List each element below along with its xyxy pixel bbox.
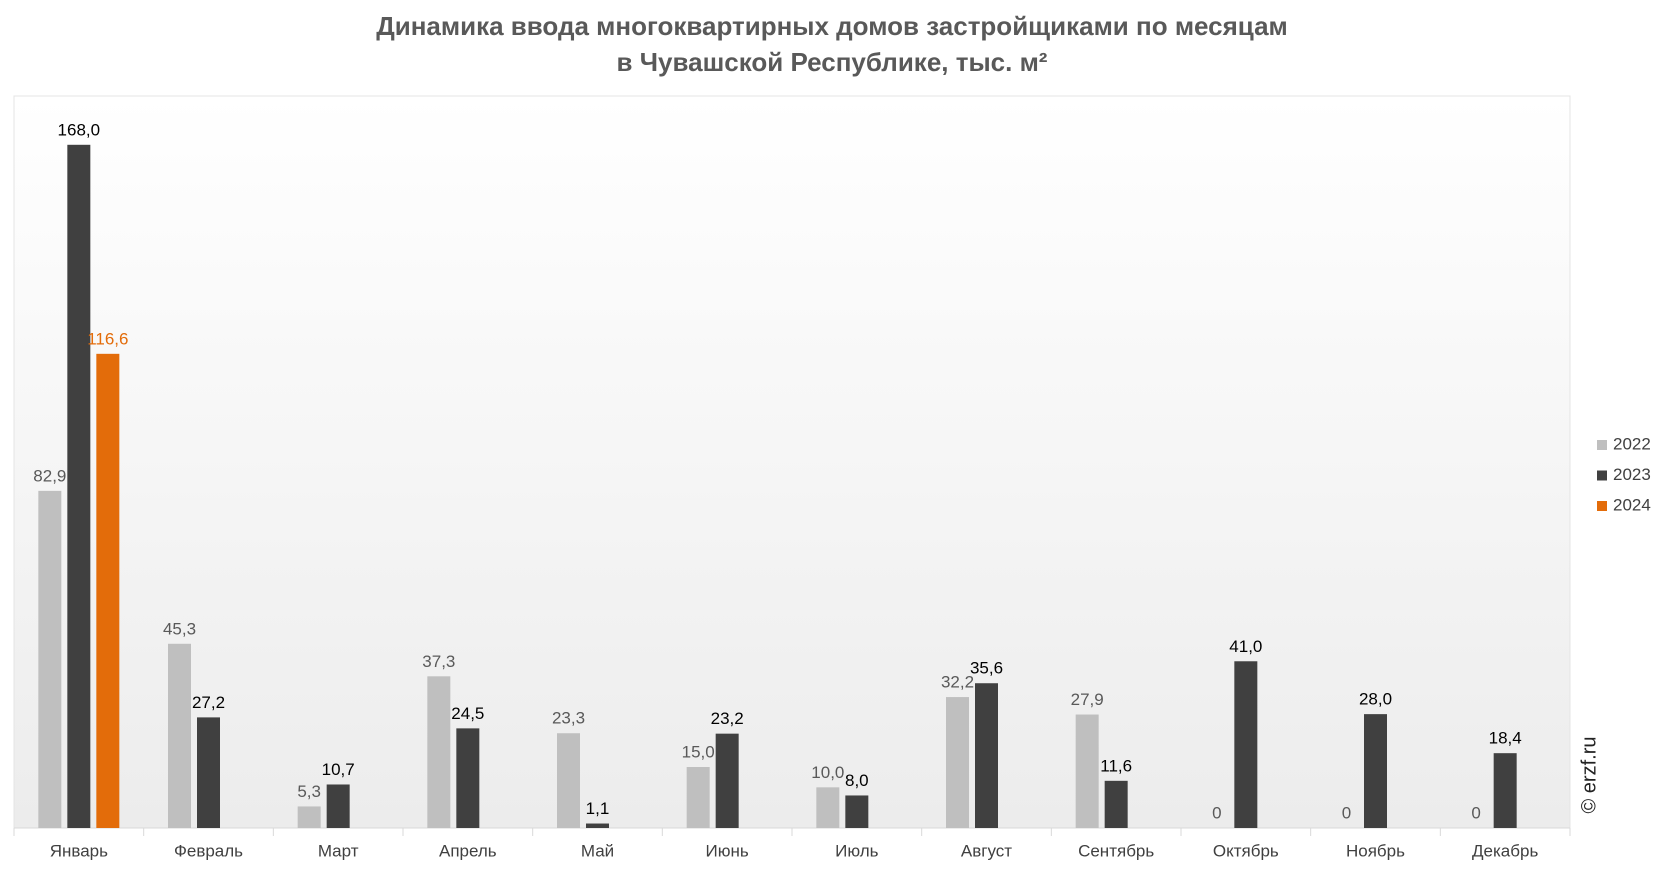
value-label: 0 [1212,803,1221,822]
bar [686,767,710,828]
x-tick-label: Ноябрь [1346,841,1405,860]
value-label: 10,0 [811,763,844,782]
x-tick-label: Июль [835,841,879,860]
x-tick-label: Май [581,841,614,860]
value-label: 41,0 [1229,637,1262,656]
value-label: 8,0 [845,771,869,790]
x-tick-label: Август [961,841,1012,860]
bar [96,353,120,828]
x-tick-label: Апрель [439,841,497,860]
bar [297,806,321,828]
bar [168,643,191,828]
value-label: 11,6 [1100,756,1132,775]
legend-label: 2022 [1613,434,1651,453]
value-label: 27,9 [1071,690,1104,709]
value-label: 24,5 [451,704,484,723]
bar [816,787,840,828]
bar [975,683,998,828]
bar [557,733,580,828]
bar [845,795,869,828]
x-tick-label: Октябрь [1213,841,1279,860]
value-label: 82,9 [33,466,66,485]
x-tick-label: Январь [50,841,108,860]
value-label: 35,6 [970,659,1003,678]
bar [456,728,480,828]
x-tick-label: Июнь [706,841,749,860]
value-label: 15,0 [682,742,715,761]
legend-swatch [1597,501,1607,511]
value-label: 28,0 [1359,690,1392,709]
value-label: 32,2 [941,673,974,692]
chart-subtitle: в Чувашской Республике, тыс. м² [617,47,1048,77]
value-label: 23,3 [552,709,585,728]
chart-title: Динамика ввода многоквартирных домов зас… [376,11,1288,41]
x-tick-label: Декабрь [1472,841,1538,860]
x-tick-label: Февраль [174,841,243,860]
legend-label: 2024 [1613,495,1651,514]
bar [1075,714,1099,828]
bar [326,784,350,828]
value-label: 10,7 [322,760,355,779]
value-label: 116,6 [87,329,128,348]
bar [586,823,609,828]
bar [946,697,969,828]
plot-area [13,95,1571,829]
bar [1364,714,1387,828]
bar [1234,661,1258,828]
legend-swatch [1597,440,1607,450]
bar [1493,753,1517,828]
x-tick-label: Сентябрь [1078,841,1154,860]
value-label: 5,3 [297,782,321,801]
bar [38,490,62,828]
value-label: 168,0 [58,120,101,139]
x-tick-label: Март [318,841,359,860]
value-label: 27,2 [192,693,225,712]
legend-label: 2023 [1613,465,1651,484]
bar [715,733,739,828]
value-label: 37,3 [422,652,455,671]
bar [427,676,451,828]
bar [1104,780,1128,828]
bar [197,717,220,828]
value-label: 45,3 [163,619,196,638]
value-label: 1,1 [586,799,610,818]
value-label: 18,4 [1489,729,1522,748]
value-label: 0 [1342,803,1351,822]
value-label: 23,2 [711,709,744,728]
watermark: © erzf.ru [1578,737,1600,814]
value-label: 0 [1471,803,1480,822]
legend-swatch [1597,470,1607,481]
bar [67,144,91,829]
